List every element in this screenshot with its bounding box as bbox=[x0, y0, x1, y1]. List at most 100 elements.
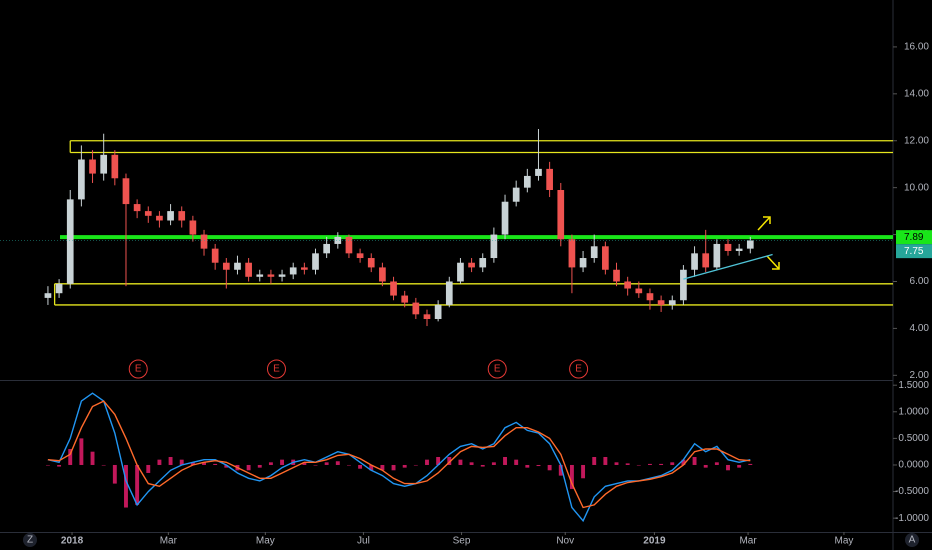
alert-label-bg bbox=[896, 230, 932, 245]
button-bg[interactable] bbox=[905, 533, 919, 547]
candle-body bbox=[100, 154, 108, 174]
candle-body bbox=[301, 267, 308, 270]
axis-button[interactable]: A bbox=[909, 535, 916, 546]
earnings-marker bbox=[266, 359, 286, 379]
y-tick-label: 6.00 bbox=[910, 276, 930, 287]
histogram-bar bbox=[213, 463, 218, 465]
earnings-marker bbox=[128, 359, 148, 379]
candle-body bbox=[434, 304, 442, 320]
x-tick-label: Mar bbox=[739, 536, 757, 547]
button-bg[interactable] bbox=[23, 533, 37, 547]
histogram-bar bbox=[726, 464, 730, 471]
y-tick-label: -1.0000 bbox=[895, 513, 929, 524]
arrow-down bbox=[766, 255, 780, 270]
histogram-bar bbox=[45, 464, 50, 466]
candle-body bbox=[635, 288, 643, 294]
candle-body bbox=[122, 178, 130, 205]
histogram-bar bbox=[525, 464, 530, 468]
histogram-bar bbox=[124, 464, 128, 508]
y-tick-label: 1.5000 bbox=[898, 380, 929, 391]
histogram-bar bbox=[224, 464, 229, 468]
histogram-bar bbox=[592, 457, 597, 465]
y-tick-label: 2.00 bbox=[910, 370, 930, 381]
histogram-bar bbox=[90, 451, 95, 465]
histogram-bar bbox=[659, 463, 664, 465]
candle-body bbox=[501, 201, 509, 235]
histogram-bar bbox=[246, 464, 251, 471]
candle-body bbox=[379, 267, 386, 282]
candle-body bbox=[457, 262, 464, 282]
candle-body bbox=[613, 269, 620, 282]
histogram-bar bbox=[268, 462, 273, 465]
histogram-bar bbox=[202, 462, 206, 465]
candle-body bbox=[234, 262, 241, 270]
histogram-bar bbox=[714, 462, 719, 465]
histogram-bar bbox=[491, 462, 496, 465]
candle-body bbox=[557, 190, 565, 240]
histogram-bar bbox=[157, 459, 162, 465]
candle-body bbox=[724, 243, 732, 251]
candle-body bbox=[646, 293, 654, 301]
histogram-bar bbox=[469, 462, 474, 465]
x-tick-label: 2019 bbox=[643, 536, 666, 547]
candle-body bbox=[44, 293, 52, 298]
candle-body bbox=[66, 199, 74, 284]
histogram-bar bbox=[112, 464, 117, 484]
histogram-bar bbox=[603, 457, 608, 465]
x-tick-label: May bbox=[256, 536, 275, 547]
candle-body bbox=[89, 159, 96, 174]
candle-body bbox=[200, 234, 208, 249]
candle-body bbox=[579, 258, 587, 268]
candle-body bbox=[568, 239, 576, 268]
candle-body bbox=[312, 253, 319, 270]
candle-body bbox=[267, 274, 275, 277]
candle-body bbox=[323, 243, 330, 254]
histogram-bar bbox=[146, 464, 151, 473]
histogram-bar bbox=[703, 464, 708, 468]
histogram-bar bbox=[413, 464, 418, 466]
histogram-bar bbox=[447, 457, 452, 465]
candle-body bbox=[468, 262, 475, 268]
histogram-bar bbox=[558, 464, 563, 476]
candle-body bbox=[390, 281, 397, 296]
y-tick-label: 10.00 bbox=[904, 182, 929, 193]
y-tick-label: 16.00 bbox=[904, 42, 929, 53]
candle-body bbox=[624, 281, 632, 289]
candle-body bbox=[245, 262, 252, 277]
histogram-bar bbox=[335, 461, 340, 465]
histogram-bar bbox=[280, 459, 285, 465]
candle-body bbox=[111, 154, 119, 179]
x-tick-label: Nov bbox=[556, 536, 574, 547]
earnings-label: E bbox=[494, 364, 501, 375]
y-tick-label: 0.0000 bbox=[898, 460, 929, 471]
candle-body bbox=[178, 211, 186, 221]
candle-body bbox=[356, 253, 364, 259]
candle-body bbox=[211, 248, 219, 263]
histogram-bar bbox=[581, 464, 586, 479]
histogram-bar bbox=[670, 462, 675, 465]
y-tick-label: -0.5000 bbox=[895, 486, 929, 497]
histogram-bar bbox=[190, 462, 195, 465]
axis-button[interactable]: Z bbox=[27, 535, 33, 546]
histogram-bar bbox=[57, 464, 62, 467]
candle-body bbox=[156, 215, 163, 221]
candle-body bbox=[735, 248, 743, 251]
histogram-bar bbox=[458, 459, 463, 465]
candle-body bbox=[345, 236, 353, 254]
y-tick-label: 0.5000 bbox=[898, 433, 929, 444]
candle-body bbox=[401, 295, 409, 303]
macd-line bbox=[47, 392, 751, 523]
histogram-bar bbox=[68, 449, 73, 465]
histogram-bar bbox=[648, 463, 652, 465]
candle-body bbox=[523, 175, 531, 188]
candle-body bbox=[167, 211, 174, 221]
histogram-bar bbox=[302, 462, 307, 465]
histogram-bar bbox=[257, 464, 262, 468]
y-tick-label: 14.00 bbox=[904, 88, 929, 99]
candle-body bbox=[445, 281, 453, 305]
y-tick-label: 12.00 bbox=[904, 135, 929, 146]
candle-body bbox=[713, 243, 721, 268]
histogram-bar bbox=[346, 464, 351, 466]
